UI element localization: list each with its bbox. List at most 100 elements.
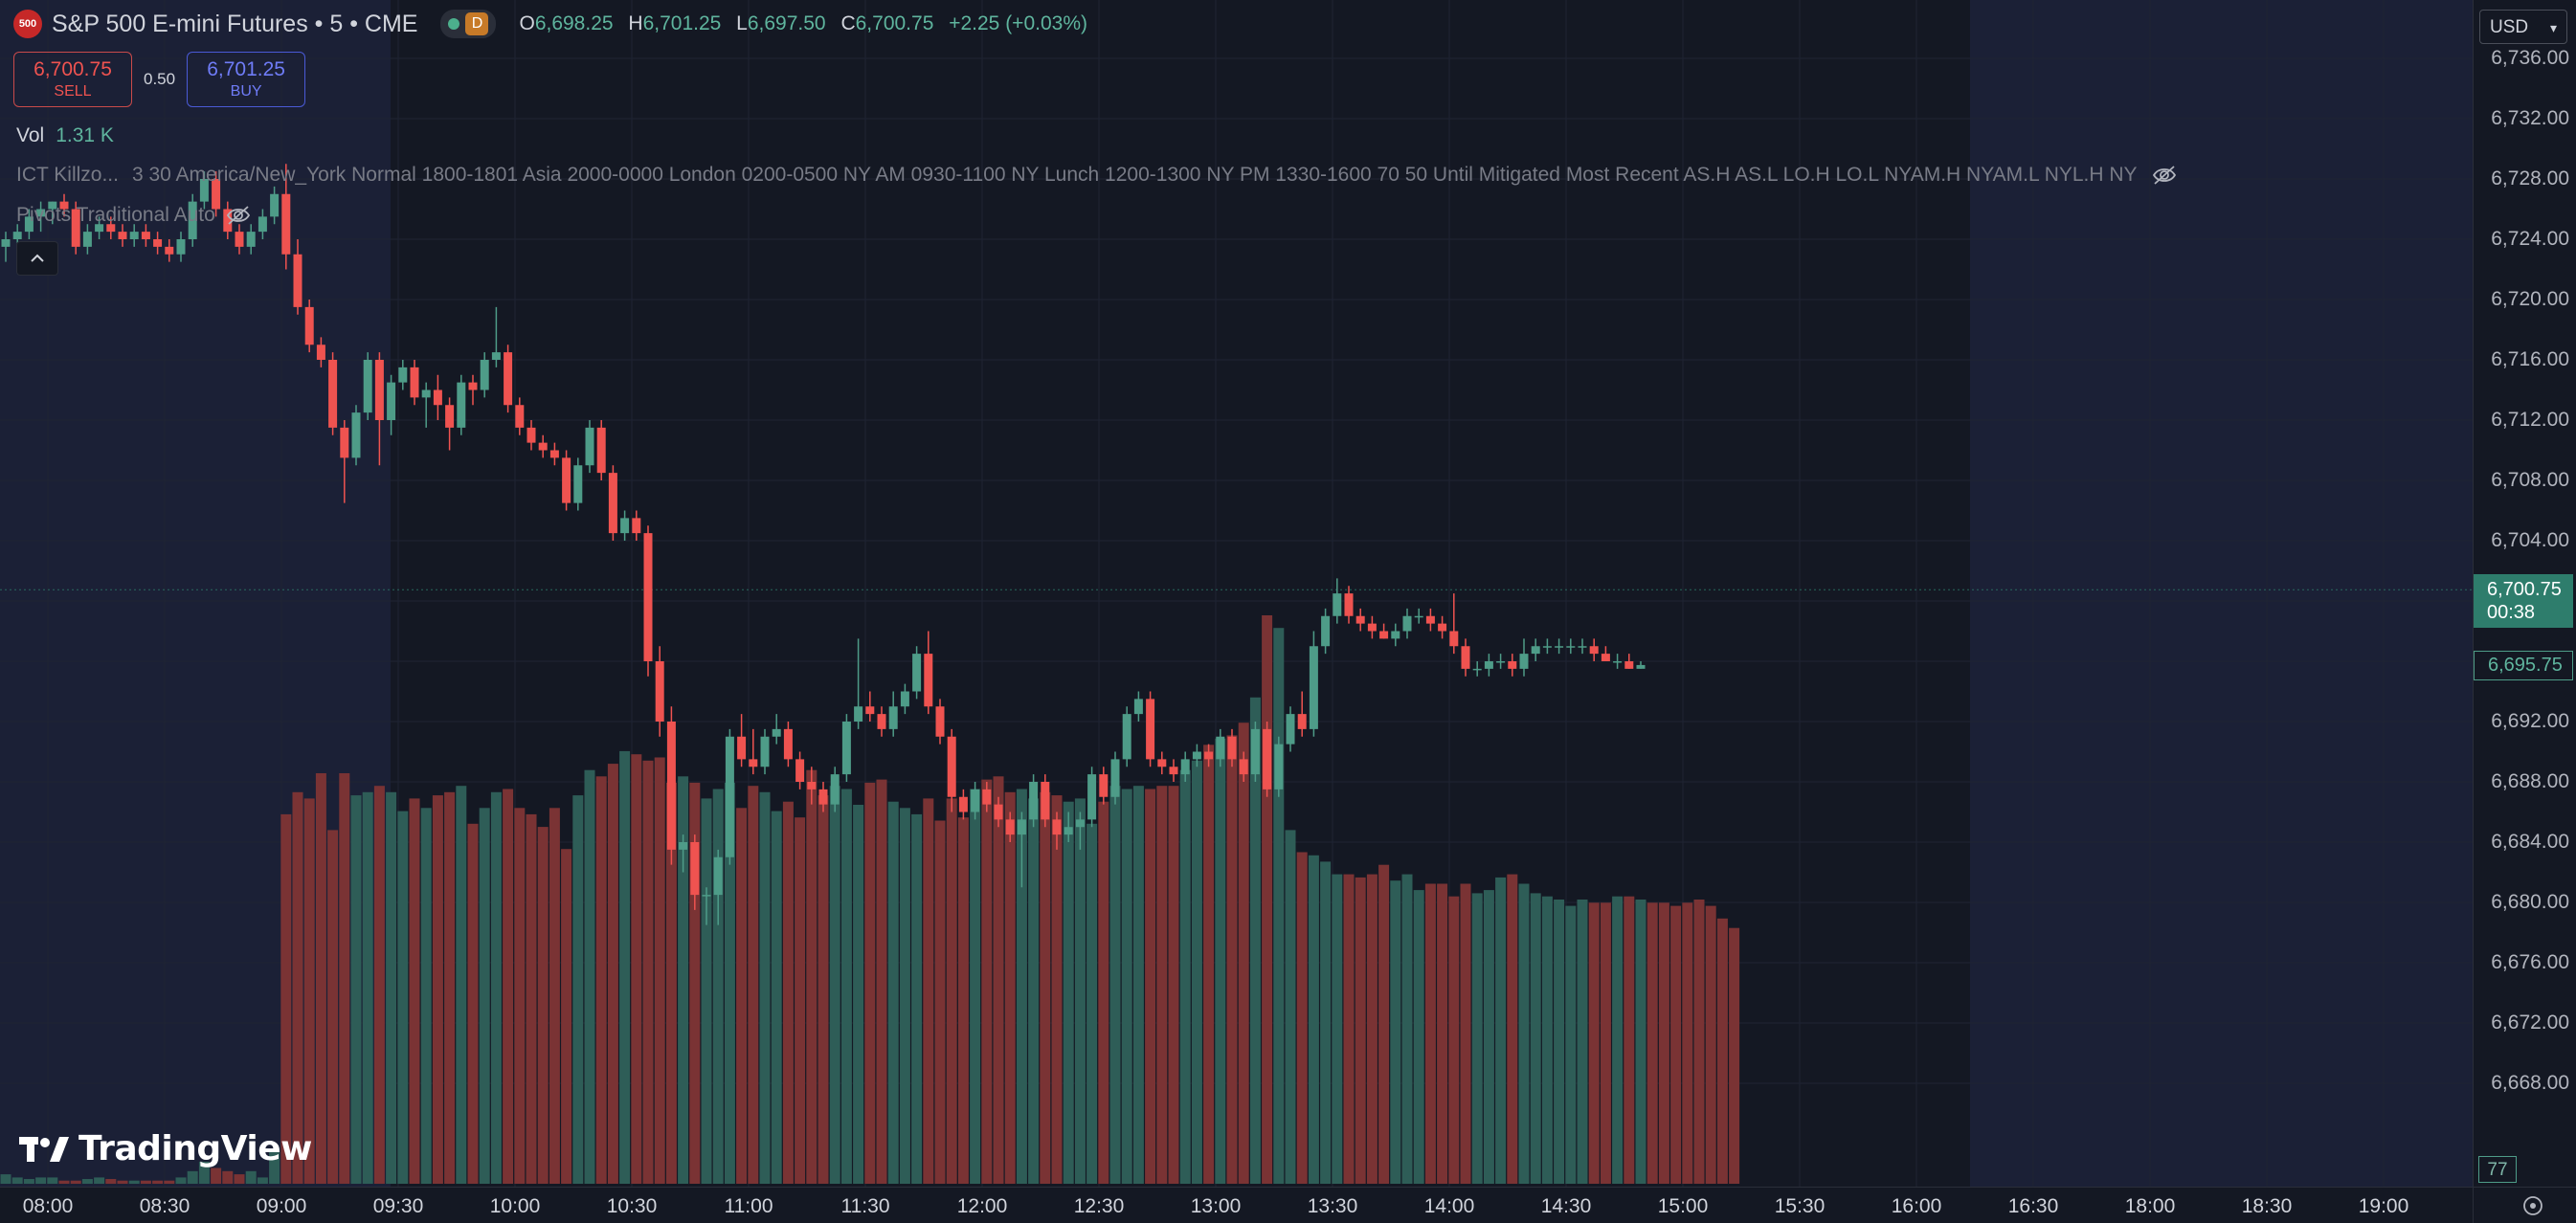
volume-bar <box>1565 905 1577 1184</box>
volume-bar <box>631 754 642 1184</box>
candle-body <box>188 201 197 239</box>
volume-bar <box>1588 902 1600 1184</box>
ict-indicator-params: 3 30 America/New_York Normal 1800-1801 A… <box>131 164 2138 186</box>
candle-body <box>1146 699 1155 760</box>
time-axis-label: 18:30 <box>2241 1195 2293 1217</box>
candle-body <box>59 201 69 210</box>
pivots-indicator-name: Pivots Traditional Auto <box>16 204 215 226</box>
collapse-legend-button[interactable] <box>16 241 58 276</box>
volume-bar <box>561 849 572 1184</box>
time-axis-label: 09:00 <box>256 1195 307 1217</box>
candle-body <box>947 736 956 797</box>
price-axis[interactable]: USD ▾ 6,736.00 6,732.00 6,728.00 6,724.00 6,… <box>2473 0 2576 1187</box>
currency-selector[interactable]: USD ▾ <box>2479 10 2567 44</box>
market-status-pill[interactable]: D <box>440 10 497 38</box>
candle-body <box>1414 615 1423 618</box>
candle-body <box>129 232 139 239</box>
symbol-header[interactable]: 500 S&P 500 E-mini Futures • 5 • CME D O… <box>13 8 1097 40</box>
candle-body <box>1508 661 1517 669</box>
candle-body <box>608 473 617 534</box>
volume-bar <box>654 757 665 1184</box>
volume-bar <box>1471 893 1483 1184</box>
eye-hidden-icon[interactable] <box>2151 165 2178 186</box>
symbol-title[interactable]: S&P 500 E-mini Futures • 5 • CME <box>52 10 418 37</box>
price-axis-label: 6,724.00 <box>2491 228 2569 250</box>
candle-body <box>1438 623 1447 632</box>
candle-body <box>1333 593 1342 616</box>
volume-bar <box>315 773 326 1184</box>
trade-buttons: 6,700.75 SELL 0.50 6,701.25 BUY <box>13 52 306 107</box>
go-to-realtime-icon[interactable] <box>2520 1193 2545 1218</box>
volume-indicator-legend[interactable]: Vol 1.31 K <box>16 124 114 147</box>
candle-body <box>713 856 723 896</box>
candle-body <box>632 518 641 534</box>
volume-bar <box>397 811 409 1184</box>
candle-body <box>585 427 594 466</box>
volume-bar <box>456 786 467 1184</box>
candle-body <box>480 360 489 390</box>
candle-body <box>666 722 676 850</box>
candle-body <box>1064 827 1073 835</box>
candle-body <box>749 759 758 767</box>
time-axis-label: 09:30 <box>372 1195 424 1217</box>
candle-body <box>165 246 174 255</box>
volume-bar <box>1098 801 1109 1184</box>
ohlc-change: +2.25 (+0.03%) <box>949 12 1087 34</box>
time-axis-label: 15:00 <box>1657 1195 1709 1217</box>
price-axis-label: 6,692.00 <box>2491 710 2569 732</box>
volume-bar <box>1028 798 1040 1184</box>
pivots-legend[interactable]: Pivots Traditional Auto <box>16 204 252 227</box>
volume-bar <box>549 808 560 1184</box>
candle-body <box>1133 699 1143 715</box>
candle-body <box>71 209 80 247</box>
ict-killzones-legend[interactable]: ICT Killzo... 3 30 America/New_York Norm… <box>16 164 2178 187</box>
candle-body <box>36 209 46 217</box>
volume-bar <box>1437 883 1448 1184</box>
volume-bar <box>1530 893 1541 1184</box>
candle-body <box>818 789 828 805</box>
buy-button[interactable]: 6,701.25 BUY <box>187 52 306 107</box>
volume-bar <box>1424 883 1436 1184</box>
candle-body <box>1180 759 1190 775</box>
candle-body <box>807 782 817 789</box>
volume-bar <box>1156 786 1168 1184</box>
volume-bar <box>362 791 373 1184</box>
candlestick-chart[interactable] <box>0 0 2473 1187</box>
candle-body <box>1005 819 1015 835</box>
volume-bar <box>1495 877 1507 1184</box>
volume-bar <box>1577 900 1588 1184</box>
candle-body <box>504 352 513 406</box>
time-axis-label: 14:00 <box>1423 1195 1475 1217</box>
sell-button[interactable]: 6,700.75 SELL <box>13 52 132 107</box>
time-axis-label: 16:30 <box>2007 1195 2059 1217</box>
volume-bar <box>432 795 443 1184</box>
price-axis-label: 6,716.00 <box>2491 348 2569 370</box>
volume-bar <box>1635 900 1646 1184</box>
volume-bar <box>47 1177 58 1184</box>
candle-body <box>340 427 349 458</box>
volume-bar <box>678 776 689 1184</box>
price-axis-label: 6,720.00 <box>2491 288 2569 310</box>
chart-area[interactable]: 500 S&P 500 E-mini Futures • 5 • CME D O… <box>0 0 2473 1187</box>
buy-price: 6,701.25 <box>207 58 285 80</box>
volume-bar <box>152 1180 164 1184</box>
candle-body <box>526 427 536 443</box>
volume-bar <box>409 798 420 1184</box>
candle-body <box>1274 744 1284 789</box>
time-axis[interactable]: 08:00 08:30 09:00 09:30 10:00 10:30 11:00 11:30… <box>0 1187 2473 1223</box>
eye-hidden-icon[interactable] <box>225 205 252 226</box>
candle-body <box>1484 661 1493 669</box>
price-level-tag: 6,695.75 <box>2474 650 2573 680</box>
tradingview-logo[interactable]: TradingView <box>19 1129 312 1168</box>
volume-bar <box>1004 791 1016 1184</box>
candle-body <box>1531 646 1540 655</box>
ohlc-open: 6,698.25 <box>534 12 614 34</box>
candle-body <box>841 722 851 775</box>
sell-price: 6,700.75 <box>34 58 112 80</box>
volume-value: 1.31 K <box>56 124 114 146</box>
volume-bar <box>503 789 514 1184</box>
volume-bar <box>94 1177 105 1184</box>
volume-bar <box>1168 786 1179 1184</box>
candle-body <box>246 232 256 247</box>
candle-body <box>1227 736 1237 760</box>
